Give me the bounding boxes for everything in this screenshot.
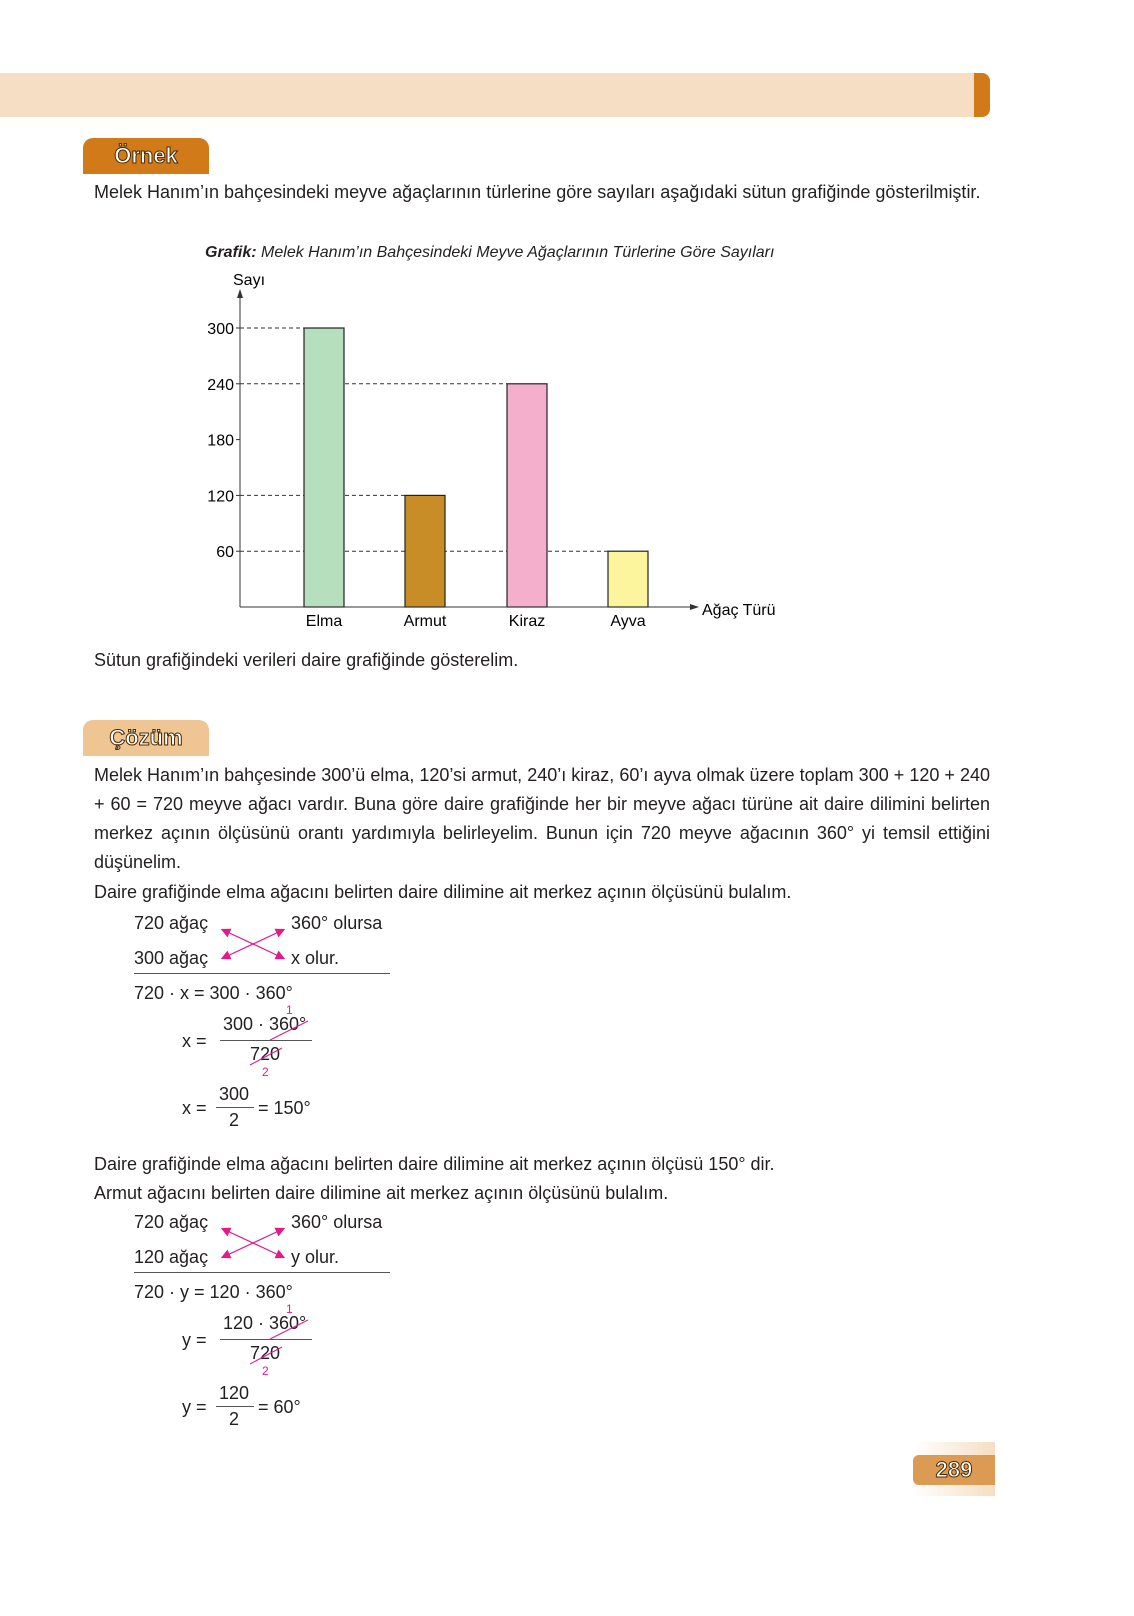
- example-closing: Sütun grafiğindeki verileri daire grafiğ…: [94, 650, 519, 670]
- math-c: 120 ağaç: [134, 1247, 209, 1267]
- fraction-bar: [216, 1107, 254, 1108]
- math-c2: 2: [262, 1364, 269, 1378]
- math-res: = 150°: [258, 1098, 311, 1118]
- math-den: 720: [250, 1343, 281, 1363]
- bar-chart: Elma Armut Kiraz Ayva 60 120 180 240 300 Sayı Ağaç…: [207, 272, 776, 630]
- math-num2: 120: [219, 1383, 250, 1403]
- cross-arrows-icon: [220, 1227, 286, 1259]
- y-axis-arrow-icon: [237, 289, 243, 298]
- solution-tag: Çözüm: [83, 720, 209, 756]
- chart-title: Grafik: Melek Hanım’ın Bahçesindeki Meyv…: [205, 244, 775, 261]
- bar-armut: [404, 494, 446, 608]
- math-d: y olur.: [291, 1247, 340, 1267]
- math-d: x olur.: [291, 948, 340, 968]
- x-axis-arrow-icon: [690, 604, 699, 610]
- math-c1: 1: [286, 1003, 293, 1017]
- x-axis-label: Ağaç Türü: [702, 602, 776, 619]
- fraction-bar: [216, 1406, 254, 1407]
- example-tag: Örnek: [83, 138, 209, 174]
- divider: [134, 973, 390, 974]
- math-b: 360° olursa: [291, 1212, 383, 1232]
- example-intro: Melek Hanım’ın bahçesindeki meyve ağaçla…: [94, 182, 981, 202]
- math-a: 720 ağaç: [134, 913, 209, 933]
- math-num: 300 · 360°: [223, 1014, 307, 1034]
- cross-arrows-icon: [220, 928, 286, 960]
- math-b: 360° olursa: [291, 913, 383, 933]
- math-c2: 2: [262, 1065, 269, 1079]
- y-tick-label: 240: [207, 377, 234, 394]
- cancel-strokes: [249, 1319, 309, 1365]
- solution-paragraph-3: Daire grafiğinde elma ağacını belirten d…: [94, 1154, 775, 1174]
- math-var: y =: [182, 1330, 207, 1350]
- math-num: 120 · 360°: [223, 1313, 307, 1333]
- math-var: x =: [182, 1031, 207, 1051]
- bar-elma: [303, 327, 345, 608]
- math-c1: 1: [286, 1302, 293, 1316]
- math-den2: 2: [229, 1110, 240, 1130]
- x-tick-label: Kiraz: [509, 613, 545, 630]
- math-res: = 60°: [258, 1397, 301, 1417]
- math-den: 720: [250, 1044, 281, 1064]
- x-tick-label: Elma: [306, 613, 343, 630]
- y-tick-label: 120: [207, 488, 234, 505]
- y-tick-label: 300: [207, 321, 234, 338]
- y-tick-label: 180: [207, 433, 234, 450]
- header-band: [0, 73, 990, 117]
- math-num2: 300: [219, 1084, 250, 1104]
- math-den2: 2: [229, 1409, 240, 1429]
- fraction-bar: [220, 1339, 312, 1340]
- bar-kiraz: [506, 383, 548, 608]
- x-tick-label: Armut: [404, 613, 447, 630]
- math-c: 300 ağaç: [134, 948, 209, 968]
- header-accent: [974, 73, 990, 117]
- solution-paragraph-4: Armut ağacını belirten daire dilimine ai…: [94, 1183, 669, 1203]
- bar-ayva: [607, 550, 649, 608]
- divider: [134, 1272, 390, 1273]
- page-number: 289: [913, 1455, 995, 1485]
- math-var: x =: [182, 1098, 207, 1118]
- fraction-bar: [220, 1040, 312, 1041]
- y-axis-label: Sayı: [233, 272, 265, 289]
- math-a: 720 ağaç: [134, 1212, 209, 1232]
- x-tick-label: Ayva: [610, 613, 645, 630]
- math-var: y =: [182, 1397, 207, 1417]
- math-eq1: 720 · y = 120 · 360°: [134, 1282, 293, 1302]
- solution-paragraph-1: Melek Hanım’ın bahçesinde 300’ü elma, 12…: [94, 765, 990, 872]
- solution-paragraph-2: Daire grafiğinde elma ağacını belirten d…: [94, 882, 792, 902]
- cancel-strokes: [249, 1020, 309, 1066]
- math-eq1: 720 · x = 300 · 360°: [134, 983, 293, 1003]
- y-tick-label: 60: [216, 544, 234, 561]
